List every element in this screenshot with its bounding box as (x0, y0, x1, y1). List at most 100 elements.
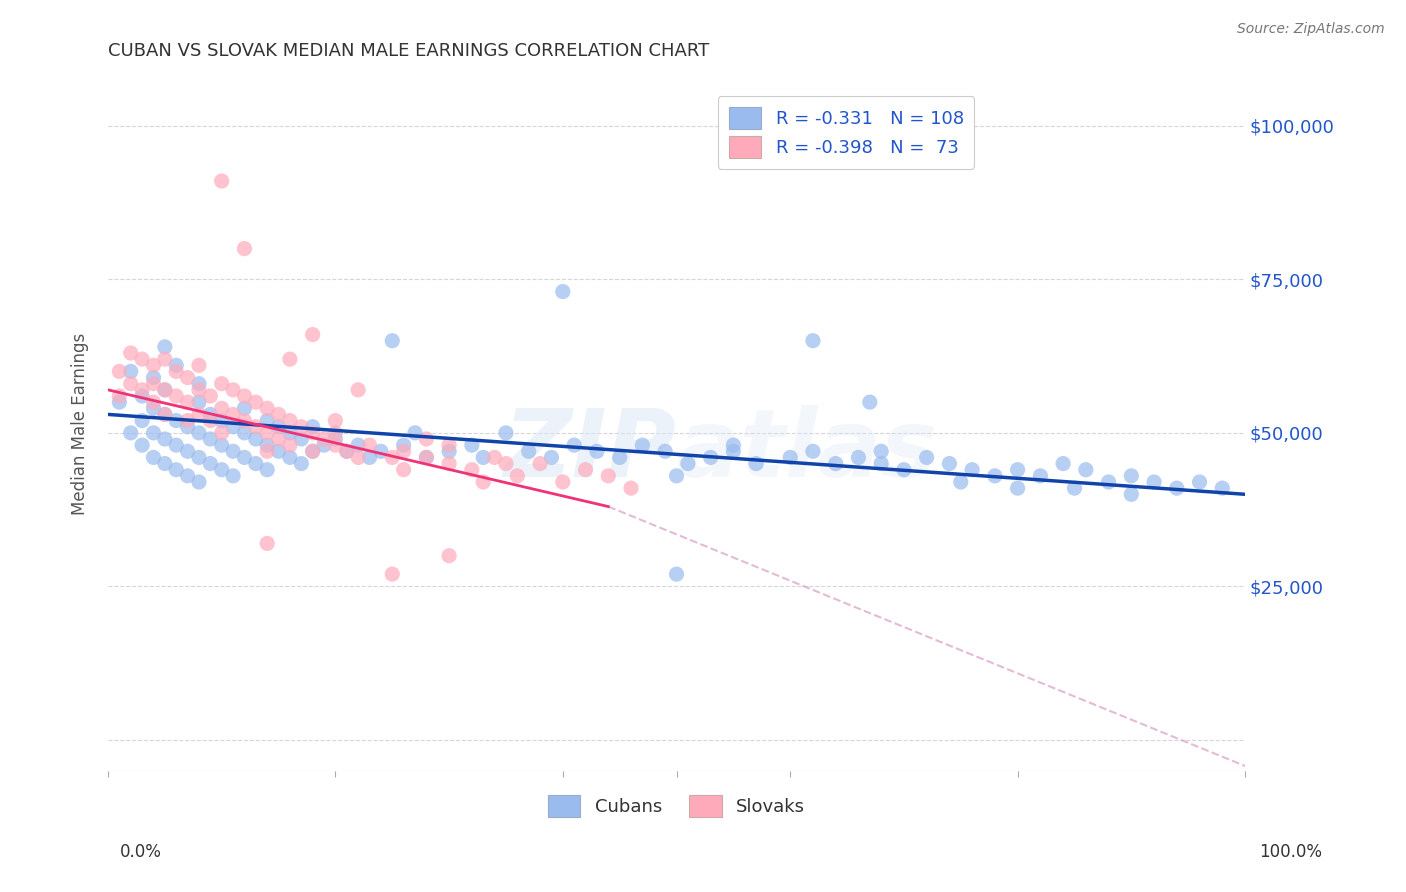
Point (131, 389, 153, 403)
Point (200, 413, 222, 427)
Point (188, 383, 211, 397)
Point (211, 376, 233, 391)
Point (870, 457, 893, 471)
Point (359, 438, 381, 452)
Point (654, 444, 676, 458)
Point (359, 450, 381, 465)
Point (1121, 468, 1143, 483)
Point (211, 438, 233, 452)
Point (336, 444, 359, 458)
Point (165, 438, 187, 452)
Point (153, 408, 176, 422)
Point (245, 432, 267, 446)
Point (108, 364, 131, 378)
Point (131, 352, 153, 367)
Point (665, 468, 688, 483)
Point (631, 438, 654, 452)
Point (801, 444, 824, 458)
Point (347, 383, 370, 397)
Point (1074, 463, 1097, 477)
Point (723, 438, 745, 452)
Legend: Cubans, Slovaks: Cubans, Slovaks (541, 788, 813, 824)
Point (848, 450, 870, 465)
Point (949, 475, 972, 489)
Point (188, 425, 211, 440)
Point (188, 395, 211, 409)
Point (1143, 475, 1166, 489)
Point (290, 457, 312, 471)
Point (325, 432, 347, 446)
Point (245, 395, 267, 409)
Point (381, 450, 404, 465)
Point (415, 432, 437, 446)
Point (176, 444, 198, 458)
Point (290, 419, 312, 434)
Point (437, 457, 460, 471)
Point (108, 389, 131, 403)
Point (142, 370, 165, 384)
Point (517, 444, 540, 458)
Point (620, 481, 643, 495)
Point (153, 408, 176, 422)
Point (859, 395, 882, 409)
Point (1188, 475, 1211, 489)
Point (142, 425, 165, 440)
Point (188, 376, 211, 391)
Point (211, 425, 233, 440)
Point (404, 425, 426, 440)
Point (267, 419, 290, 434)
Point (960, 463, 983, 477)
Point (153, 383, 176, 397)
Point (1007, 463, 1029, 477)
Point (188, 450, 211, 465)
Point (200, 408, 222, 422)
Point (120, 425, 142, 440)
Point (609, 450, 631, 465)
Point (153, 352, 176, 367)
Point (211, 463, 233, 477)
Point (472, 450, 495, 465)
Point (120, 346, 142, 360)
Point (200, 389, 222, 403)
Point (392, 438, 415, 452)
Point (312, 438, 335, 452)
Point (188, 475, 211, 489)
Point (1029, 468, 1052, 483)
Point (392, 463, 415, 477)
Point (495, 425, 517, 440)
Point (437, 549, 460, 563)
Point (574, 463, 596, 477)
Point (278, 413, 301, 427)
Text: 100.0%: 100.0% (1258, 843, 1322, 861)
Text: 0.0%: 0.0% (120, 843, 162, 861)
Point (938, 457, 960, 471)
Point (256, 444, 278, 458)
Point (1007, 481, 1029, 495)
Point (562, 438, 585, 452)
Point (222, 468, 245, 483)
Point (437, 444, 460, 458)
Point (312, 432, 335, 446)
Point (278, 450, 301, 465)
Point (256, 401, 278, 416)
Text: ZIP: ZIP (503, 405, 676, 498)
Point (211, 174, 233, 188)
Point (381, 334, 404, 348)
Point (336, 444, 359, 458)
Point (984, 468, 1007, 483)
Point (461, 463, 484, 477)
Point (1063, 481, 1085, 495)
Point (529, 457, 551, 471)
Point (278, 438, 301, 452)
Point (1166, 481, 1188, 495)
Point (1121, 487, 1143, 501)
Point (142, 359, 165, 373)
Point (233, 389, 256, 403)
Point (165, 389, 187, 403)
Y-axis label: Median Male Earnings: Median Male Earnings (72, 333, 89, 515)
Point (176, 419, 198, 434)
Point (256, 425, 278, 440)
Point (801, 334, 824, 348)
Point (153, 457, 176, 471)
Point (131, 383, 153, 397)
